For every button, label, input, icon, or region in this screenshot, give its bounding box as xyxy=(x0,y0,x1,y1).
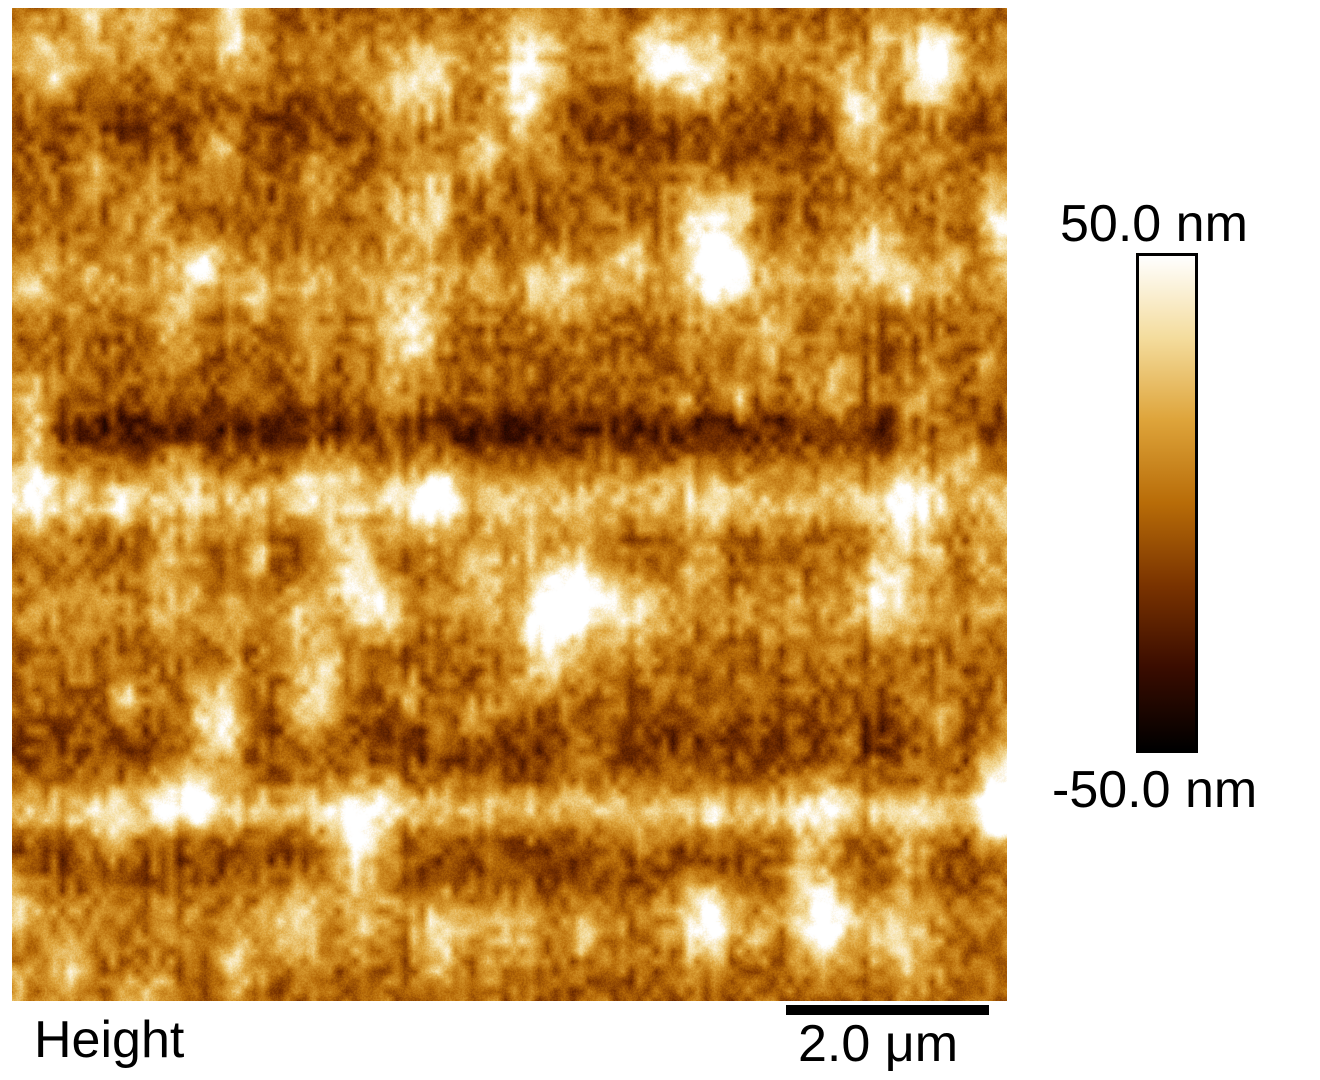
scale-bar xyxy=(786,1005,989,1015)
height-colorbar xyxy=(1136,253,1198,753)
colorbar-max-label: 50.0 nm xyxy=(1060,195,1248,253)
scale-bar-label: 2.0 μm xyxy=(798,1015,959,1073)
channel-label: Height xyxy=(34,1011,185,1069)
colorbar-min-label: -50.0 nm xyxy=(1052,761,1258,819)
afm-height-image xyxy=(12,8,1007,1001)
